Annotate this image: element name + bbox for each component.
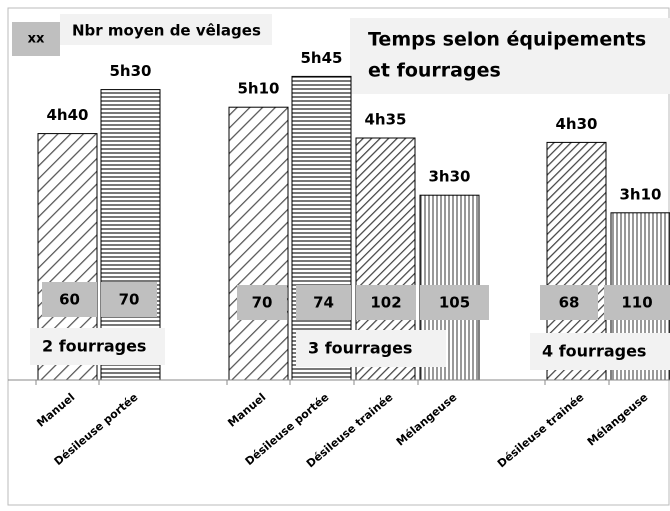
legend-box [60, 14, 272, 45]
value-label: 5h45 [301, 49, 343, 67]
group-label: 2 fourrages [42, 337, 146, 356]
count-label: 110 [621, 294, 652, 312]
value-label: 5h30 [110, 62, 152, 80]
count-box [604, 285, 670, 320]
chart-title: Temps selon équipements [368, 29, 646, 51]
count-label: 60 [59, 291, 80, 309]
group-label: 4 fourrages [542, 342, 646, 361]
count-label: 70 [252, 294, 273, 312]
legend-symbol-box [12, 22, 60, 56]
count-box [420, 285, 489, 320]
count-box [237, 285, 287, 320]
group-box [296, 330, 446, 367]
legend-label: Nbr moyen de vêlages [72, 22, 261, 40]
legend-symbol: xx [28, 32, 45, 47]
value-label: 5h10 [238, 80, 280, 98]
value-label: 4h30 [556, 115, 598, 133]
group-box [530, 333, 670, 370]
count-box [42, 282, 97, 317]
title-box [350, 18, 670, 94]
count-box [540, 285, 598, 320]
bar [228, 106, 289, 381]
value-label: 3h30 [429, 168, 471, 186]
value-label: 3h10 [620, 185, 662, 203]
group-box [30, 328, 165, 365]
count-label: 68 [559, 294, 580, 312]
count-label: 102 [370, 294, 401, 312]
bar [291, 75, 352, 381]
count-label: 70 [119, 291, 140, 309]
group-label: 3 fourrages [308, 339, 412, 358]
value-label: 4h40 [47, 106, 89, 124]
count-box [101, 282, 157, 317]
value-label: 4h35 [365, 111, 407, 129]
count-label: 105 [439, 294, 470, 312]
chart-title: et fourrages [368, 60, 501, 82]
count-box [356, 285, 416, 320]
count-label: 74 [313, 294, 334, 312]
count-box [296, 285, 351, 320]
